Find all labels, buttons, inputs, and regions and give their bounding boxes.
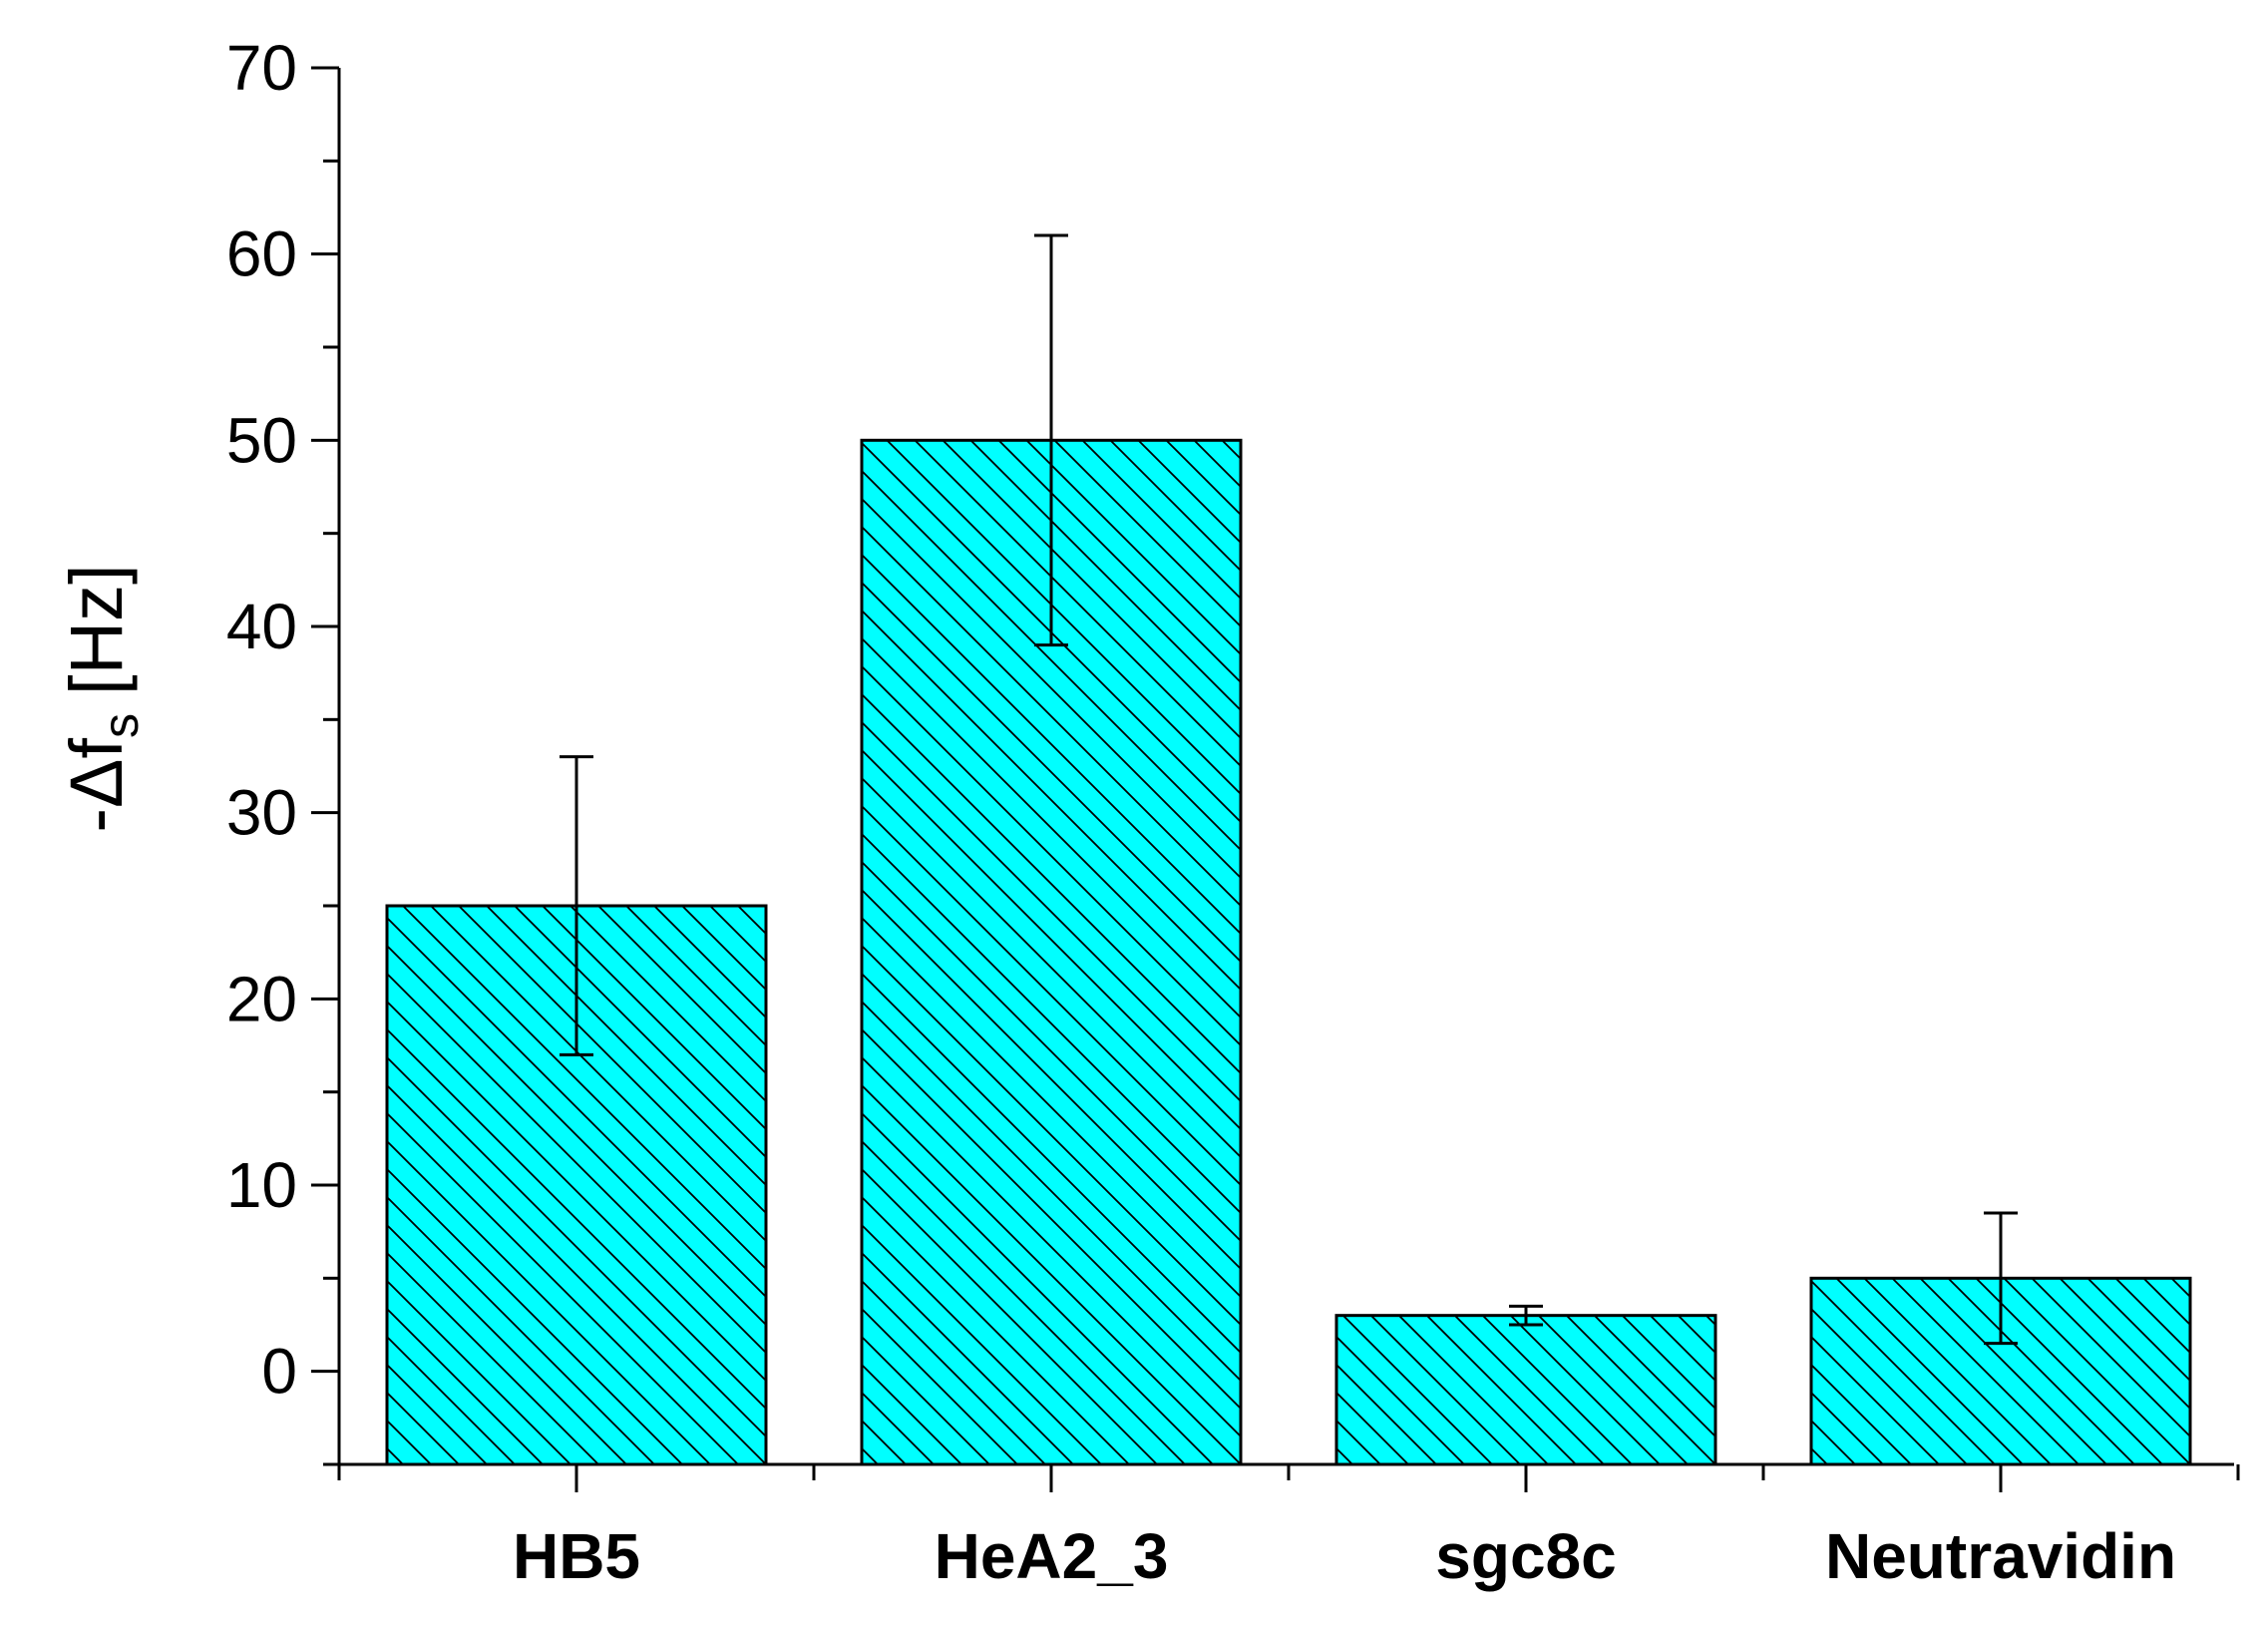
y-tick-label: 50 [226, 404, 297, 476]
error-bar-neutravidin [1984, 1211, 2018, 1346]
error-bar-sgc8c [1509, 1304, 1543, 1327]
y-tick-label: 60 [226, 218, 297, 290]
y-tick-label: 70 [226, 32, 297, 104]
y-tick-label: 10 [226, 1149, 297, 1221]
y-axis-label-subscript: s [93, 713, 149, 738]
y-axis-label: -Δfs [Hz] [55, 564, 149, 832]
error-bar-hb5 [560, 755, 593, 1056]
error-bar-hea2_3 [1034, 233, 1068, 647]
y-axis-label-main: -Δf [55, 738, 138, 833]
x-tick-label-hea2_3: HeA2_3 [935, 1520, 1169, 1592]
x-tick-label-sgc8c: sgc8c [1435, 1520, 1616, 1592]
y-axis-label-unit: [Hz] [55, 564, 138, 695]
error-bars-layer [560, 233, 2018, 1346]
y-tick-label: 20 [226, 963, 297, 1034]
axes-layer: HB5 HeA2_3 sgc8c Neutravidin 0 10 20 30 40 50 60 70 [226, 32, 2240, 1592]
x-tick-label-neutravidin: Neutravidin [1825, 1520, 2176, 1592]
x-tick-label-hb5: HB5 [513, 1520, 640, 1592]
y-tick-label: 30 [226, 777, 297, 849]
bars-layer [385, 438, 2192, 1466]
y-tick-label: 40 [226, 591, 297, 662]
y-tick-label: 0 [261, 1336, 297, 1408]
bar-sgc8c [1334, 1314, 1717, 1466]
